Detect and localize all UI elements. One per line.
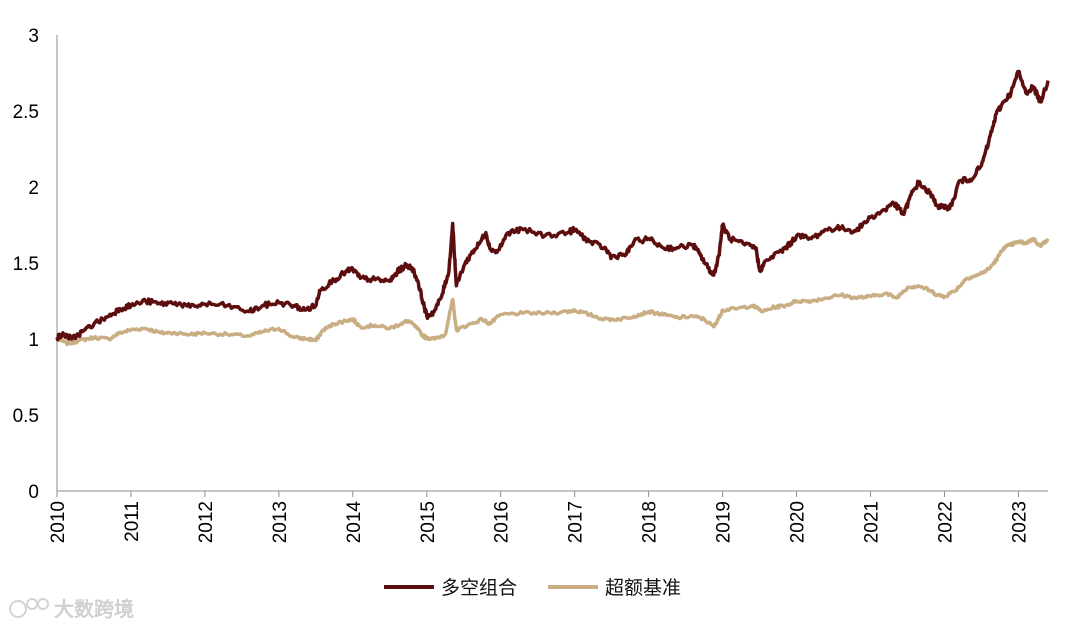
y-tick-label: 1.5: [13, 254, 39, 275]
y-tick-label: 0.5: [13, 406, 39, 427]
y-tick-label: 0: [28, 482, 39, 503]
x-tick-label: 2020: [788, 501, 809, 543]
series-line-1: [56, 236, 1050, 347]
legend-label-long-short: 多空组合: [441, 577, 517, 599]
x-tick-label: 2010: [48, 501, 69, 543]
legend: 多空组合 超额基准: [384, 577, 681, 599]
x-tick-label: 2011: [122, 501, 143, 542]
watermark-text: 大数跨境: [54, 597, 134, 621]
y-tick-label: 2.5: [13, 102, 39, 123]
x-axis: 2010 2011 2012 2013 2014 2015 2016 2017 2018 2019…: [48, 490, 1048, 544]
series-line-0: [55, 69, 1050, 342]
y-tick-label: 1: [28, 330, 39, 351]
y-tick-label: 2: [28, 178, 39, 199]
x-tick-label: 2017: [566, 501, 587, 543]
x-tick-label: 2014: [344, 501, 365, 544]
x-tick-label: 2015: [418, 501, 439, 543]
x-tick-label: 2018: [640, 501, 661, 543]
legend-label-excess-benchmark: 超额基准: [605, 577, 681, 599]
y-tick-label: 3: [28, 26, 39, 47]
series-layer: [55, 69, 1050, 347]
x-tick-label: 2019: [714, 501, 735, 543]
watermark: 大数跨境: [9, 597, 134, 621]
x-tick-label: 2013: [270, 501, 291, 543]
y-axis: 0 0.5 1 1.5 2 2.5 3: [13, 26, 58, 503]
x-tick-label: 2012: [196, 501, 217, 543]
x-tick-label: 2021: [862, 501, 883, 543]
x-tick-label: 2022: [935, 501, 956, 543]
watermark-logo-icon: [9, 598, 49, 618]
x-tick-label: 2016: [492, 501, 513, 543]
x-tick-label: 2023: [1009, 501, 1030, 543]
